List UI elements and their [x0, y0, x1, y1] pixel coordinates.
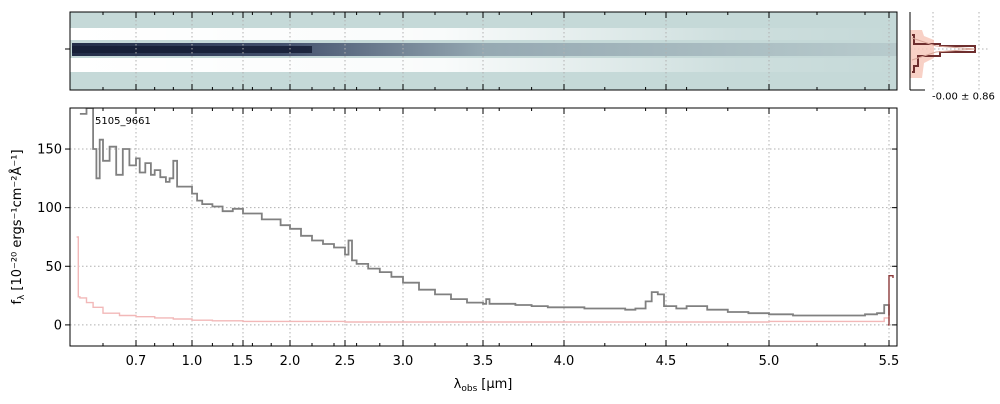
object-label: 5105_9661: [95, 116, 151, 127]
series-line-2: [887, 275, 894, 326]
profile-annotation: -0.00 ± 0.86: [932, 91, 995, 102]
y-tick-label: 150: [37, 143, 62, 158]
y-tick-label: 0: [54, 318, 62, 333]
y-axis-label-unit: [10⁻²⁰ ergs⁻¹cm⁻²Å⁻¹]: [9, 149, 25, 290]
x-tick-label: 4.0: [554, 354, 575, 369]
x-axis-label-main: λ: [454, 377, 462, 392]
x-tick-label: 3.5: [473, 354, 494, 369]
spectrum-2d-panel: [65, 11, 898, 91]
y-tick-label: 50: [45, 260, 62, 275]
y-axis-label-text: f: [10, 300, 25, 305]
x-axis-label: λobs [μm]: [454, 377, 513, 394]
series-line-0: [79, 108, 890, 317]
spectrum-1d-panel: 0.7 1.0 1.5 2.0 2.5 3.0 3.5 4.0 4.5 5.0 5.5 0 50 100…: [9, 107, 900, 394]
y-tick-label: 100: [37, 201, 62, 216]
main-grid: [70, 108, 897, 346]
x-tick-label: 5.5: [879, 354, 900, 369]
x-tick-label: 1.0: [182, 354, 203, 369]
profile-data-line: [912, 34, 976, 73]
x-tick-label: 3.0: [393, 354, 414, 369]
x-tick-label: 1.5: [233, 354, 254, 369]
main-y-ticks: 0 50 100 150: [37, 143, 897, 333]
x-tick-label: 2.0: [280, 354, 301, 369]
x-tick-label: 0.7: [126, 354, 147, 369]
series-line-1: [76, 236, 890, 323]
profile-model-line: [911, 37, 976, 61]
x-tick-label: 2.5: [335, 354, 356, 369]
x-axis-label-unit: [μm]: [481, 377, 512, 392]
spatial-profile-panel: -0.00 ± 0.86: [909, 12, 995, 102]
main-x-ticks: 0.7 1.0 1.5 2.0 2.5 3.0 3.5 4.0 4.5 5.0 5.5: [102, 108, 900, 369]
y-axis-label-sub: λ: [17, 294, 27, 300]
x-tick-label: 5.0: [759, 354, 780, 369]
x-axis-label-sub: obs: [461, 384, 477, 394]
spectrum-2d-x-grid: [102, 12, 890, 90]
main-frame: [69, 107, 898, 347]
main-series-group: [76, 108, 894, 326]
spectrum-2d-clear-band-upper: [70, 28, 897, 40]
y-axis-label: fλ [10⁻²⁰ ergs⁻¹cm⁻²Å⁻¹]: [9, 149, 27, 304]
x-tick-label: 4.5: [656, 354, 677, 369]
